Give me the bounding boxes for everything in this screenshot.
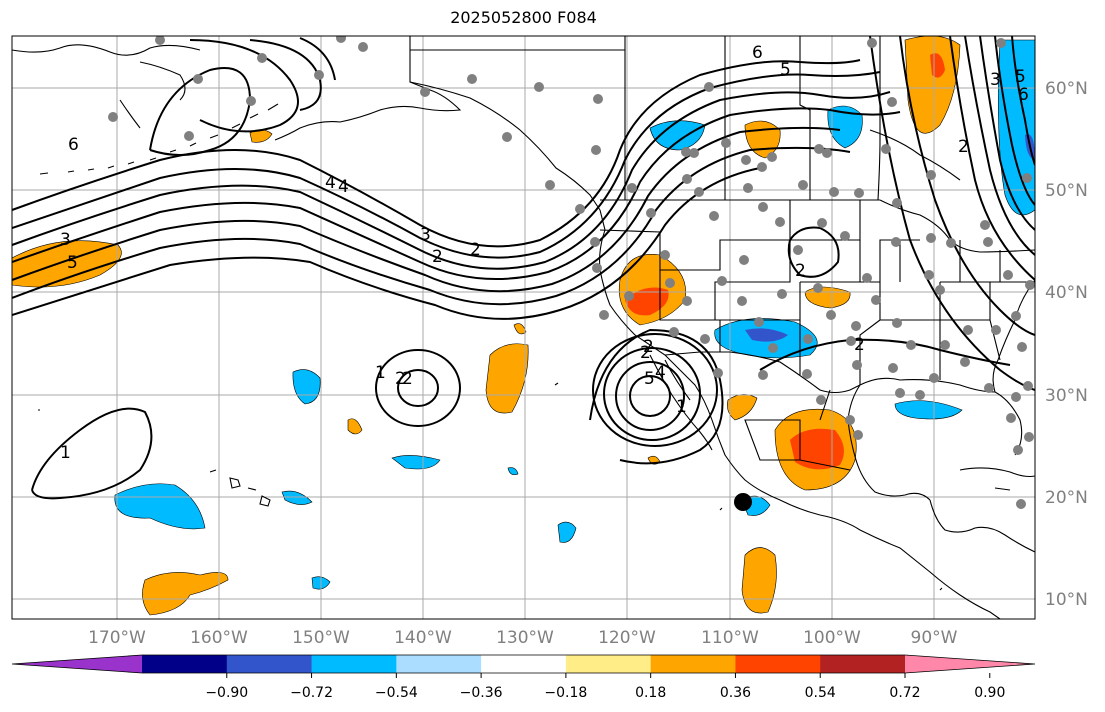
contour-label: 2 (470, 240, 481, 260)
contour-label: 5 (780, 60, 791, 80)
lon-label: 90°W (911, 628, 958, 648)
contour-label: 4 (338, 177, 349, 197)
contour-label: 1 (60, 443, 71, 463)
contour-label: 6 (752, 43, 763, 63)
lon-label: 130°W (496, 628, 554, 648)
lon-label: 150°W (292, 628, 350, 648)
contour-label: 3 (60, 230, 71, 250)
colorbar-bin (226, 655, 313, 673)
colorbar-tick-label: −0.54 (375, 685, 418, 701)
lon-label: 100°W (803, 628, 861, 648)
contour-lines (12, 36, 1035, 500)
colorbar: −0.90 −0.72 −0.54 −0.36 −0.18 0.18 0.36 0.54 0.7… (11, 654, 1036, 701)
colorbar-tick-label: 0.90 (974, 685, 1005, 701)
colorbar-tick-label: −0.18 (544, 685, 587, 701)
lon-label: 140°W (394, 628, 452, 648)
lon-label: 120°W (598, 628, 656, 648)
colorbar-tick-label: −0.36 (460, 685, 503, 701)
contour-label: 2 (795, 261, 806, 281)
black-location-marker (734, 493, 752, 511)
colorbar-bin (565, 655, 652, 673)
latitude-labels: 60°N 50°N 40°N 30°N 20°N 10°N (1045, 79, 1088, 610)
contour-label: 1 (676, 397, 687, 417)
colorbar-tick-label: 0.18 (635, 685, 666, 701)
contour-label: 2 (395, 369, 406, 389)
colorbar-tick-label: 0.54 (805, 685, 836, 701)
contour-label: 5 (644, 369, 655, 389)
map-panel: 6 5 4 3 2 1 2 3 5 6 2 4 2 2 5 4 2 1 2 6 … (12, 36, 1035, 619)
colorbar-tick-label: 0.72 (889, 685, 920, 701)
colorbar-tick-label: 0.36 (720, 685, 751, 701)
colorbar-tick-label: −0.90 (205, 685, 248, 701)
negative-anomaly-shading (114, 39, 1035, 590)
map-frame (11, 35, 1036, 620)
colorbar-bin (142, 655, 228, 673)
contour-label: 2 (854, 335, 865, 355)
contour-label: 5 (67, 253, 78, 273)
colorbar-bin (650, 655, 736, 673)
colorbar-tick-label: −0.72 (290, 685, 333, 701)
contour-label: 2 (643, 337, 654, 357)
lat-label: 10°N (1045, 590, 1088, 610)
lon-label: 170°W (88, 628, 146, 648)
contour-label: 4 (325, 173, 336, 193)
colorbar-extend-high (905, 655, 1035, 673)
lat-label: 20°N (1045, 488, 1088, 508)
longitude-labels: 170°W 160°W 150°W 140°W 130°W 120°W 110°… (88, 628, 958, 648)
contour-label: 6 (1018, 85, 1029, 105)
lat-label: 30°N (1045, 386, 1088, 406)
map-title: 2025052800 F084 (450, 8, 597, 27)
contour-label: 3 (990, 70, 1001, 90)
contour-label: 2 (402, 369, 413, 389)
graticule (12, 36, 1035, 619)
colorbar-bin (396, 655, 482, 673)
contour-label: 2 (432, 247, 443, 267)
contour-label: 5 (1015, 67, 1026, 87)
colorbar-bin (311, 655, 397, 673)
lat-label: 50°N (1045, 181, 1088, 201)
contour-label: 1 (375, 363, 386, 383)
lat-label: 40°N (1045, 283, 1088, 303)
colorbar-bin (735, 655, 821, 673)
colorbar-bin (481, 655, 567, 673)
colorbar-extend-low (12, 655, 142, 673)
station-markers (108, 36, 1035, 509)
contour-label-layer: 6 5 4 3 2 1 2 3 5 6 2 4 2 2 5 4 2 1 2 6 … (60, 43, 1029, 463)
contour-label: 6 (68, 135, 79, 155)
lon-label: 110°W (701, 628, 759, 648)
contour-label: 2 (640, 343, 651, 363)
contour-label: 4 (655, 363, 666, 383)
lat-label: 60°N (1045, 79, 1088, 99)
colorbar-bin (820, 655, 906, 673)
contour-label: 2 (958, 137, 969, 157)
contour-label: 3 (420, 225, 431, 245)
lon-label: 160°W (190, 628, 248, 648)
colorbar-outline (11, 654, 1036, 674)
